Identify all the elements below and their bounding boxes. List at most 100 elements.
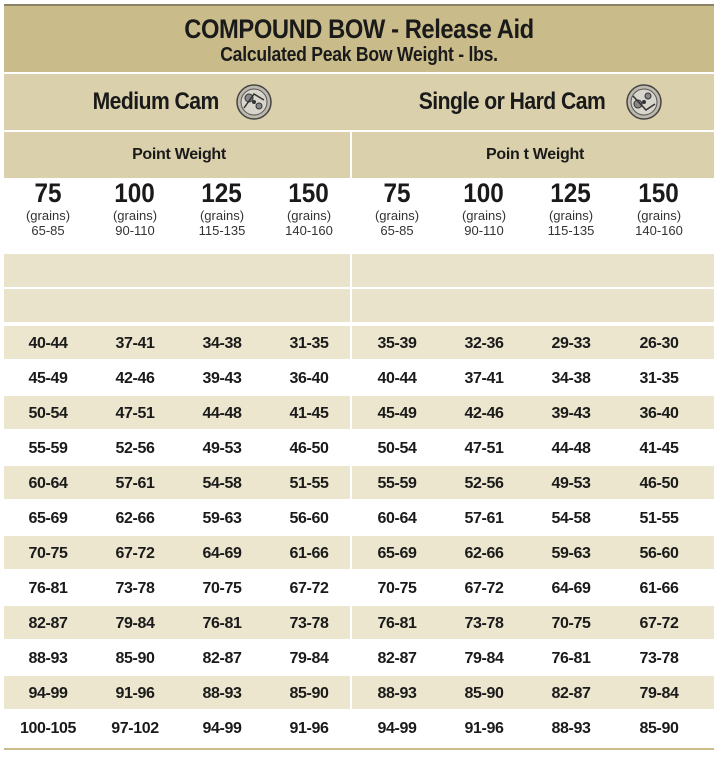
table-cell: 60-64 [377,510,417,527]
point-weight-value: 125 [201,178,243,208]
table-cell: 88-93 [377,685,417,702]
table-cell: 70-75 [377,580,417,597]
table-cell: 91-96 [289,720,329,737]
table-cell: 76-81 [377,615,417,632]
table-cell: 65-69 [377,545,417,562]
table-cell: 91-96 [115,685,155,702]
point-weight-range: 140-160 [635,223,683,238]
table-cell: 79-84 [115,615,155,632]
table-row: 76-81 73-78 70-75 67-72 70-75 67-72 64-69 61-66 [4,571,714,604]
point-weight-unit: (grains) [374,208,420,223]
table-cell: 100-105 [20,720,76,737]
table-cell: 39-43 [202,370,242,387]
title-band: COMPOUND BOW - Release Aid Calculated Pe… [4,4,714,74]
table-cell: 56-60 [639,545,679,562]
table-cell: 73-78 [639,650,679,667]
table-cell: 51-55 [289,475,329,492]
point-weight-range: 140-160 [285,223,333,238]
table-cell: 73-78 [115,580,155,597]
table-cell: 85-90 [115,650,155,667]
table-cell: 70-75 [551,615,591,632]
table-cell: 31-35 [639,370,679,387]
table-cell: 32-36 [464,335,504,352]
point-weight-columns: 75 (grains) 65-85 100 (grains) 90-110 12… [4,178,714,252]
table-cell: 49-53 [551,475,591,492]
table-cell: 56-60 [289,510,329,527]
point-weight-col: 150 (grains) 140-160 [615,178,703,238]
blank-row [4,254,714,287]
table-row: 45-49 42-46 39-43 36-40 40-44 37-41 34-38 31-35 [4,361,714,394]
table-cell: 65-69 [28,510,68,527]
table-cell: 54-58 [551,510,591,527]
table-cell: 82-87 [377,650,417,667]
point-weight-col: 125 (grains) 115-135 [527,178,615,238]
table-cell: 54-58 [202,475,242,492]
table-cell: 88-93 [551,720,591,737]
table-row: 100-105 97-102 94-99 91-96 94-99 91-96 88-93 85… [4,711,714,744]
table-cell: 64-69 [202,545,242,562]
table-cell: 76-81 [551,650,591,667]
table-row: 82-87 79-84 76-81 73-78 76-81 73-78 70-75 67-72 [4,606,714,639]
table-cell: 45-49 [377,405,417,422]
point-weight-unit: (grains) [112,208,158,223]
table-cell: 36-40 [639,405,679,422]
table-cell: 55-59 [377,475,417,492]
table-cell: 62-66 [464,545,504,562]
table-cell: 41-45 [639,440,679,457]
table-row: 94-99 91-96 88-93 85-90 88-93 85-90 82-87 79-84 [4,676,714,709]
table-row: 65-69 62-66 59-63 56-60 60-64 57-61 54-58 51-55 [4,501,714,534]
table-cell: 88-93 [202,685,242,702]
blank-row [4,289,714,322]
cam-type-header: Medium Cam Single or Hard Cam [4,72,714,130]
point-weight-col: 100 (grains) 90-110 [440,178,528,238]
cam-wheel-icon [235,84,272,120]
table-row: 40-44 37-41 34-38 31-35 35-39 32-36 29-33 26-30 [4,326,714,359]
table-cell: 67-72 [289,580,329,597]
point-weight-col: 125 (grains) 115-135 [178,178,266,238]
point-weight-unit: (grains) [199,208,245,223]
bottom-rule [4,748,714,750]
table-cell: 70-75 [28,545,68,562]
point-weight-col: 75 (grains) 65-85 [4,178,92,238]
table-cell: 59-63 [551,545,591,562]
table-cell: 57-61 [464,510,504,527]
page-subtitle: Calculated Peak Bow Weight - lbs. [220,44,498,66]
table-row: 60-64 57-61 54-58 51-55 55-59 52-56 49-53 46-50 [4,466,714,499]
table-cell: 40-44 [28,335,68,352]
table-row: 55-59 52-56 49-53 46-50 50-54 47-51 44-48 41-45 [4,431,714,464]
table-cell: 61-66 [289,545,329,562]
point-weight-value: 75 [34,178,62,208]
table-cell: 79-84 [289,650,329,667]
table-cell: 64-69 [551,580,591,597]
point-weight-range: 115-135 [547,223,595,238]
point-weight-unit: (grains) [636,208,682,223]
medium-cam-header: Medium Cam [4,74,354,130]
table-row: 50-54 47-51 44-48 41-45 45-49 42-46 39-43 36-40 [4,396,714,429]
table-cell: 39-43 [551,405,591,422]
table-cell: 40-44 [377,370,417,387]
point-weight-range: 65-85 [31,223,65,238]
point-weight-range: 65-85 [380,223,414,238]
table-cell: 70-75 [202,580,242,597]
table-row: 70-75 67-72 64-69 61-66 65-69 62-66 59-63 56-60 [4,536,714,569]
table-cell: 76-81 [202,615,242,632]
table-cell: 85-90 [464,685,504,702]
table-cell: 31-35 [289,335,329,352]
single-hard-cam-label: Single or Hard Cam [418,88,606,115]
table-cell: 26-30 [639,335,679,352]
point-weight-header: Point Weight Poin t Weight [4,130,714,178]
table-cell: 29-33 [551,335,591,352]
table-cell: 60-64 [28,475,68,492]
table-cell: 91-96 [464,720,504,737]
table-cell: 36-40 [289,370,329,387]
table-cell: 79-84 [464,650,504,667]
point-weight-value: 125 [550,178,592,208]
table-cell: 88-93 [28,650,68,667]
table-cell: 67-72 [464,580,504,597]
table-cell: 85-90 [289,685,329,702]
table-cell: 76-81 [28,580,68,597]
table-cell: 52-56 [464,475,504,492]
table-cell: 97-102 [111,720,159,737]
point-weight-unit: (grains) [461,208,507,223]
